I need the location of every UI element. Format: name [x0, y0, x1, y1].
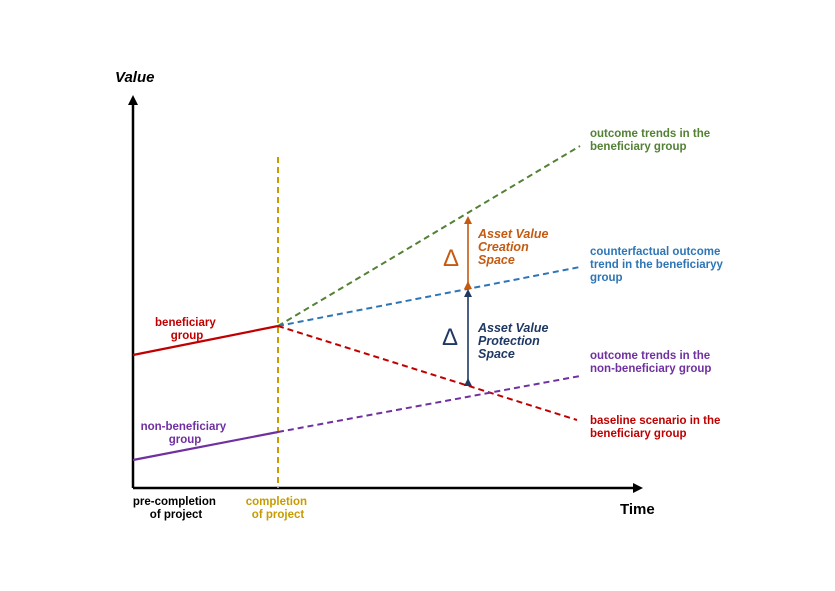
creation-delta: Δ	[443, 245, 459, 272]
completion-label: completion of project	[246, 496, 311, 521]
pre-completion-label: pre-completion of project	[133, 496, 219, 521]
protection-space-label: Asset Value Protection Space	[477, 321, 552, 361]
non-beneficiary-line	[132, 430, 279, 462]
creation-space-label: Asset Value Creation Space	[477, 227, 552, 267]
baseline-trend	[277, 325, 578, 421]
beneficiary-line	[132, 324, 279, 357]
beneficiary-group-label: beneficiary group	[155, 317, 219, 342]
non-beneficiary-group-label: non-beneficiary group	[141, 421, 230, 446]
protection-delta: Δ	[442, 324, 458, 351]
counterfactual-label: counterfactual outcome trend in the bene…	[590, 246, 726, 284]
outcome-non-beneficiary-label: outcome trends in the non-beneficiary gr…	[590, 350, 713, 375]
outcome-beneficiary-trend	[277, 145, 581, 327]
outcome-beneficiary-label: outcome trends in the beneficiary group	[590, 128, 713, 153]
y-axis-title: Value	[115, 69, 154, 86]
outcome-non-beneficiary-trend	[277, 375, 581, 433]
baseline-label: baseline scenario in the beneficiary gro…	[590, 415, 724, 440]
counterfactual-trend	[277, 266, 581, 327]
x-axis-title: Time	[620, 501, 655, 518]
